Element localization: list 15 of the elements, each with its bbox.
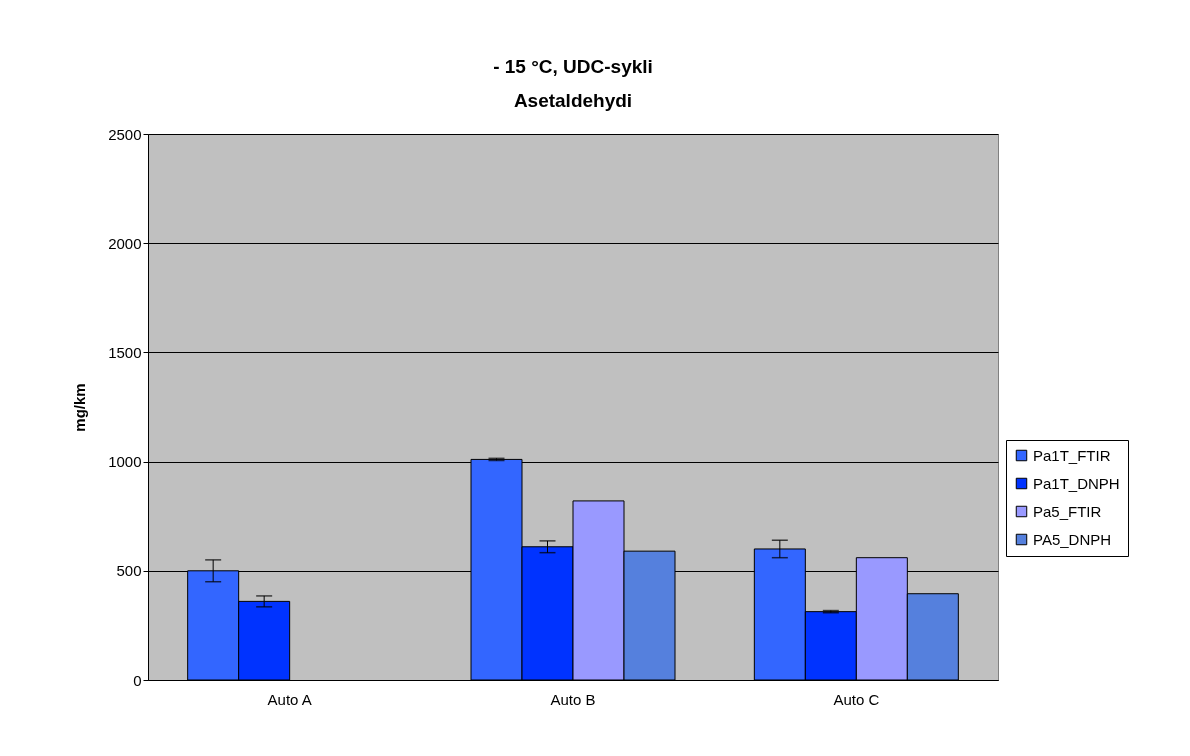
x-tick-label: Auto A xyxy=(267,690,312,708)
y-tick-label: 2000 xyxy=(108,234,142,252)
legend-label: Pa1T_FTIR xyxy=(1033,446,1111,464)
y-tick-label: 1500 xyxy=(108,343,142,361)
y-axis-title: mg/km xyxy=(71,383,89,432)
y-tick-label: 2500 xyxy=(108,125,142,143)
x-tick-label: Auto C xyxy=(833,690,880,708)
chart-title: - 15 °C, UDC-sykli Asetaldehydi xyxy=(493,56,653,111)
x-tick-label: Auto B xyxy=(550,690,596,708)
y-tick-label: 500 xyxy=(116,562,142,580)
legend-label: PA5_DNPH xyxy=(1033,530,1112,548)
legend-label: Pa5_FTIR xyxy=(1033,502,1102,520)
legend-label: Pa1T_DNPH xyxy=(1033,474,1120,492)
y-tick-label: 0 xyxy=(133,671,142,689)
y-tick-label: 1000 xyxy=(108,453,142,471)
